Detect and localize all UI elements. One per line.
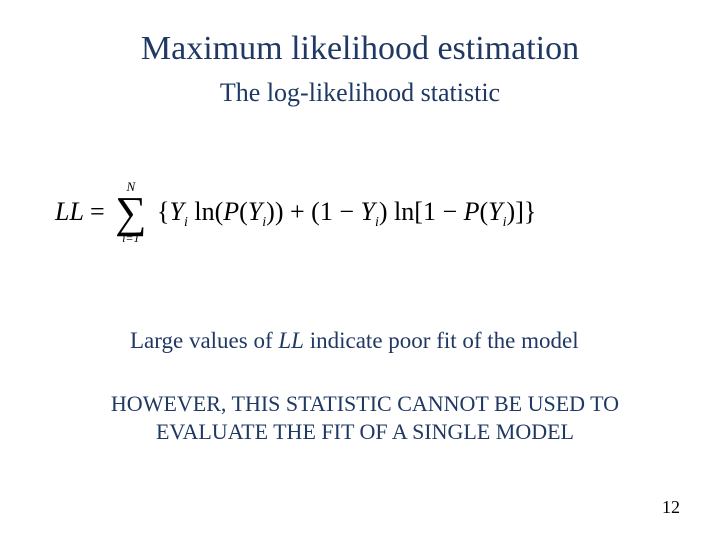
open-p3: ( [480, 197, 489, 226]
sub-i1: i [184, 215, 188, 230]
open-brace: { [157, 197, 169, 226]
page-number: 12 [662, 497, 680, 518]
slide-title: Maximum likelihood estimation [0, 30, 720, 68]
close-brace: } [524, 197, 536, 226]
note-text: Large values of LL indicate poor fit of … [130, 328, 650, 354]
one-minus-p: 1 − [423, 197, 464, 226]
var-y1: Y [169, 197, 183, 226]
open-p1b: ( [239, 197, 248, 226]
close-p3: ) [507, 197, 516, 226]
var-ll: LL [55, 197, 83, 226]
note-pre: Large values of [130, 328, 278, 353]
warning-line1: HOWEVER, THIS STATISTIC CANNOT BE USED T… [111, 391, 619, 416]
formula: LL = N ∑ i=1 {Yi ln(P(Yi)) + (1 − Yi) ln… [55, 180, 665, 244]
slide-subtitle: The log-likelihood statistic [0, 78, 720, 108]
ln2: ln [394, 197, 414, 226]
slide: Maximum likelihood estimation The log-li… [0, 0, 720, 540]
close-p1: )) [266, 197, 283, 226]
var-p1: P [223, 197, 239, 226]
eq-sign: = [90, 197, 105, 226]
close-sq: ] [515, 197, 524, 226]
close-p2: ) [379, 197, 388, 226]
sigma-symbol: ∑ [115, 195, 146, 230]
warning-line2: EVALUATE THE FIT OF A SINGLE MODEL [156, 419, 574, 444]
var-y3: Y [361, 197, 375, 226]
var-p2: P [464, 197, 480, 226]
var-y2: Y [248, 197, 262, 226]
note-ll: LL [278, 328, 304, 353]
note-post: indicate poor fit of the model [304, 328, 579, 353]
summation: N ∑ i=1 [115, 180, 146, 244]
formula-lhs: LL = [55, 199, 105, 225]
open-sq: [ [414, 197, 423, 226]
open-p1: ( [215, 197, 224, 226]
plus: + [290, 197, 305, 226]
var-y4: Y [488, 197, 502, 226]
one-minus-open: (1 − [311, 197, 360, 226]
warning-text: HOWEVER, THIS STATISTIC CANNOT BE USED T… [95, 390, 635, 445]
formula-rhs: {Yi ln(P(Yi)) + (1 − Yi) ln[1 − P(Yi)]} [157, 199, 536, 225]
ln1: ln [194, 197, 214, 226]
